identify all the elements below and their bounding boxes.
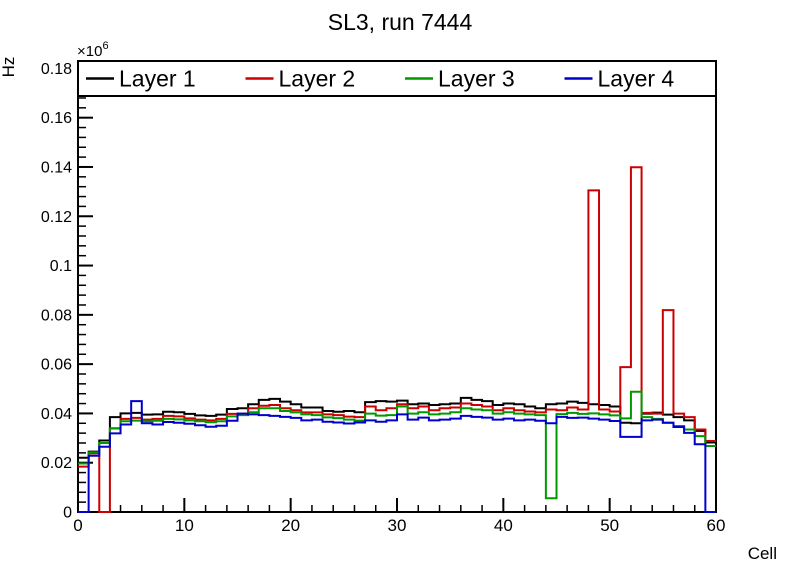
legend-box (77, 60, 717, 97)
y-tick-label: 0.18 (41, 61, 72, 78)
y-axis-multiplier: ×106 (77, 40, 109, 60)
x-tick-label: 50 (600, 516, 619, 535)
x-tick-label: 60 (707, 516, 726, 535)
x-tick-label: 10 (175, 516, 194, 535)
y-tick-label: 0.02 (41, 455, 72, 472)
legend-label-layer-3: Layer 3 (438, 66, 515, 92)
legend-label-layer-1: Layer 1 (119, 66, 196, 92)
x-axis-title: Cell (748, 544, 777, 563)
y-axis-title: Hz (0, 57, 18, 78)
y-tick-label: 0.14 (41, 159, 72, 176)
histogram-layer-2 (78, 166, 716, 513)
histogram-layer-4 (78, 400, 716, 513)
y-tick-label: 0.08 (41, 307, 72, 324)
plot-frame (77, 60, 717, 513)
y-tick-label: 0.06 (41, 357, 72, 374)
y-tick-label: 0.1 (50, 258, 72, 275)
x-tick-label: 40 (494, 516, 513, 535)
chart-title: SL3, run 7444 (328, 9, 473, 35)
x-tick-label: 0 (73, 516, 82, 535)
legend-label-layer-4: Layer 4 (598, 66, 675, 92)
plot-area: 0 0.02 0.04 0.06 0.08 0.1 0.12 0.14 0.16 0.18 0 10 2… (41, 60, 726, 535)
histogram-layer-3 (78, 390, 716, 500)
histogram-layer-1 (78, 396, 716, 459)
y-tick-label: 0 (63, 505, 72, 522)
x-tick-label: 20 (281, 516, 300, 535)
legend-label-layer-2: Layer 2 (279, 66, 356, 92)
x-tick-label: 30 (388, 516, 407, 535)
y-tick-label: 0.16 (41, 110, 72, 127)
y-tick-label: 0.04 (41, 406, 72, 423)
y-tick-label: 0.12 (41, 209, 72, 226)
